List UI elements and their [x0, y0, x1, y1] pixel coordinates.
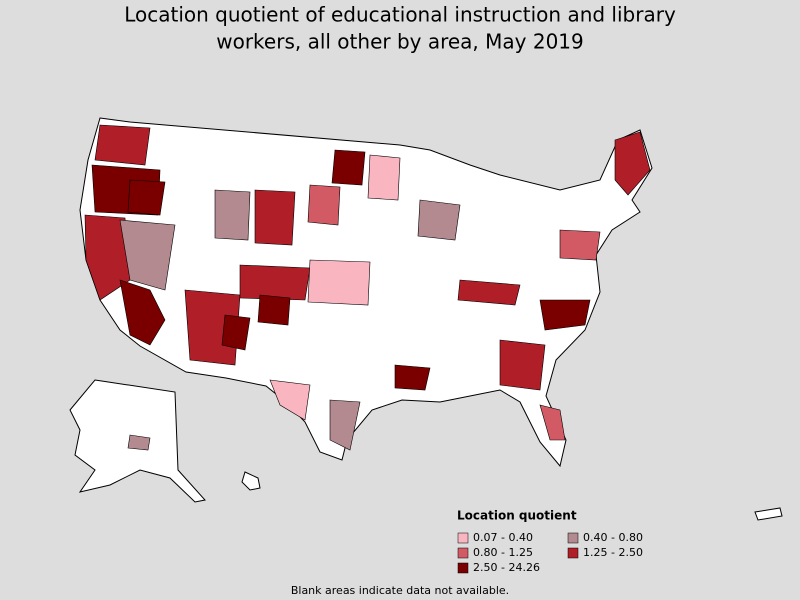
map-region: [499, 339, 546, 391]
map-region: [94, 124, 151, 166]
title-line: Location quotient of educational instruc…: [124, 3, 676, 27]
legend-label: 0.80 - 1.25: [473, 546, 533, 559]
map-region: [307, 184, 341, 226]
map-region: [127, 179, 166, 216]
us-map: [69, 117, 783, 521]
title-line: workers, all other by area, May 2019: [216, 30, 584, 54]
legend-swatch: [457, 562, 469, 574]
map-region: [184, 289, 241, 366]
map-region: [367, 154, 401, 201]
map-region: [417, 199, 461, 241]
footnote: Blank areas indicate data not available.: [291, 584, 509, 597]
legend-label: 2.50 - 24.26: [473, 561, 540, 574]
map-region: [254, 189, 296, 246]
hawaii: [241, 471, 261, 491]
map-region: [257, 294, 291, 326]
map-region: [457, 279, 521, 306]
legend-swatch: [457, 532, 469, 544]
map-region: [127, 434, 151, 451]
map-region: [331, 149, 366, 186]
map-region: [329, 399, 361, 451]
map-region: [221, 314, 251, 351]
map-region: [119, 279, 166, 346]
map-region: [539, 404, 566, 441]
map-region: [559, 229, 601, 261]
legend-title: Location quotient: [457, 509, 577, 523]
legend-label: 0.40 - 0.80: [583, 531, 643, 544]
map-region: [239, 264, 311, 301]
puerto-rico: [754, 507, 783, 521]
legend-label: 0.07 - 0.40: [473, 531, 533, 544]
legend-swatch: [567, 547, 579, 559]
map-region: [614, 131, 651, 196]
legend: 0.07 - 0.40 0.40 - 0.80 0.80 - 1.25 1.25 - …: [457, 531, 643, 574]
map-region: [394, 364, 431, 391]
legend-swatch: [457, 547, 469, 559]
regions: [84, 124, 651, 451]
legend-swatch: [567, 532, 579, 544]
map-region: [307, 259, 371, 306]
map-region: [269, 379, 311, 421]
map-region: [214, 189, 251, 241]
map-region: [84, 214, 131, 301]
map-region: [539, 299, 591, 331]
map-region: [119, 219, 176, 291]
legend-label: 1.25 - 2.50: [583, 546, 643, 559]
